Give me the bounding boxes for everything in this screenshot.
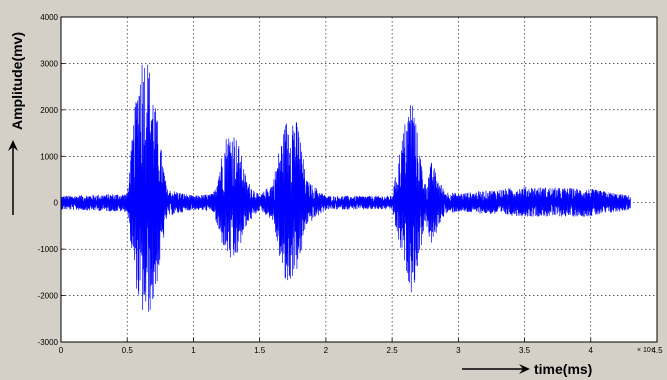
x-tick-labels: 0 0.5 1 1.5 2 2.5 3 3.5 4 4.5 [59, 346, 663, 355]
y-tick-label: -2000 [38, 292, 59, 301]
y-tick-label: 3000 [40, 59, 58, 68]
y-tick-label: 4000 [40, 13, 58, 22]
x-tick-label: 2 [324, 346, 329, 355]
x-axis-arrowhead [519, 364, 530, 374]
signal-series [60, 64, 631, 312]
y-tick-label: -1000 [38, 245, 59, 254]
signal-line [60, 64, 631, 312]
x-tick-label: 3 [456, 346, 461, 355]
y-axis-label-group: Amplitude(mv) [8, 32, 25, 215]
y-tick-labels: -3000 -2000 -1000 0 1000 2000 3000 4000 [38, 13, 59, 347]
x-tick-label: 4 [589, 346, 594, 355]
x-tick-label: 1.5 [254, 346, 266, 355]
x-exponent-label: × 10⁴ [637, 347, 654, 354]
y-tick-label: 0 [54, 199, 59, 208]
x-tick-label: 1 [191, 346, 196, 355]
x-tick-label: 4.5 [651, 346, 663, 355]
x-tick-label: 0 [59, 346, 64, 355]
y-axis-label: Amplitude(mv) [9, 32, 25, 130]
x-axis-label: time(ms) [534, 361, 592, 377]
x-tick-label: 0.5 [122, 346, 134, 355]
y-tick-label: 1000 [40, 152, 58, 161]
x-tick-label: 2.5 [387, 346, 399, 355]
y-tick-label: 2000 [40, 106, 58, 115]
x-tick-label: 3.5 [519, 346, 531, 355]
plot-border [60, 16, 658, 343]
x-axis-label-group: time(ms) [462, 361, 592, 377]
y-axis-arrowhead [8, 140, 18, 151]
y-tick-label: -3000 [38, 338, 59, 347]
